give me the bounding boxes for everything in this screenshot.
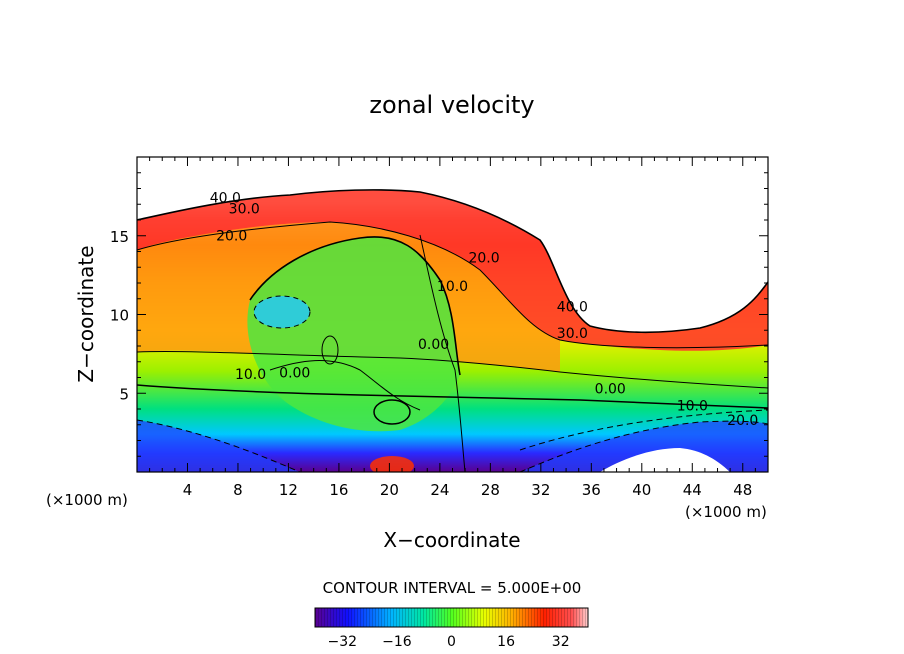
x-axis-label: X−coordinate <box>383 528 520 552</box>
x-tick-label: 28 <box>481 481 500 499</box>
upper-empty-region <box>137 157 768 333</box>
x-unit-right: (×1000 m) <box>685 503 767 521</box>
x-tick-label: 20 <box>380 481 399 499</box>
contour-label: 10.0 <box>677 399 708 415</box>
contour-interval-caption: CONTOUR INTERVAL = 5.000E+00 <box>323 579 582 597</box>
cyan-blob <box>254 296 310 328</box>
x-tick-label: 40 <box>632 481 651 499</box>
contour-label: 0.00 <box>279 366 310 382</box>
contour-label: 40.0 <box>557 299 588 315</box>
contour-label: 0.00 <box>418 337 449 353</box>
x-tick-label: 12 <box>279 481 298 499</box>
axis-ticks <box>137 157 768 472</box>
x-tick-label: 4 <box>183 481 193 499</box>
x-tick-label: 44 <box>683 481 702 499</box>
x-tick-labels: 4 8 12 16 20 24 28 32 36 40 44 48 <box>183 481 753 499</box>
contour-label: 20.0 <box>468 251 499 267</box>
contour-label: 30.0 <box>229 202 260 218</box>
contour-label: 40.0 <box>210 191 241 207</box>
contour-label: 10.0 <box>235 367 266 383</box>
colorbar-tick-label: −32 <box>328 634 358 650</box>
colorbar-tick-label: 16 <box>497 634 515 650</box>
bottom-red-pocket <box>370 456 414 472</box>
contour-label: 10.0 <box>437 279 468 295</box>
x-tick-label: 48 <box>733 481 752 499</box>
velocity-field <box>137 157 768 472</box>
contour-label: 20.0 <box>727 413 758 429</box>
y-tick-label: 5 <box>119 385 129 403</box>
colorbar-tick-label: 32 <box>552 634 570 650</box>
x-tick-label: 24 <box>430 481 449 499</box>
colorbar-tick-label: −16 <box>382 634 412 650</box>
green-core <box>247 236 460 432</box>
x-unit-left: (×1000 m) <box>46 491 128 509</box>
contour-label: 20.0 <box>216 228 247 244</box>
contour-label: 0.00 <box>595 381 626 397</box>
x-tick-label: 36 <box>582 481 601 499</box>
x-tick-label: 32 <box>531 481 550 499</box>
contour-label: 30.0 <box>557 326 588 342</box>
y-tick-label: 10 <box>110 307 129 325</box>
y-axis-label: Z−coordinate <box>74 245 98 382</box>
y-tick-label: 15 <box>110 228 129 246</box>
colorbar-tick-label: 0 <box>447 634 456 650</box>
contour-lines <box>137 189 768 472</box>
colorbar-stripes <box>315 608 588 627</box>
lower-blue-band <box>137 420 300 472</box>
x-tick-label: 8 <box>233 481 243 499</box>
lower-right-empty-region <box>600 448 730 472</box>
y-tick-labels: 5 10 15 <box>110 228 129 404</box>
colorbar-tick-labels: −32 −16 0 16 32 <box>328 634 570 650</box>
x-tick-label: 16 <box>329 481 348 499</box>
chart-title: zonal velocity <box>369 91 534 119</box>
upper-red-band <box>137 189 768 351</box>
